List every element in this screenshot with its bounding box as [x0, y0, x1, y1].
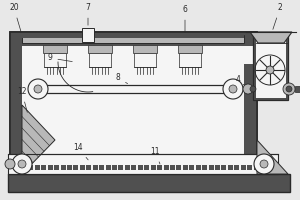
Bar: [28, 165, 33, 170]
Circle shape: [260, 160, 268, 168]
Bar: [43, 45, 67, 53]
Bar: [138, 165, 143, 170]
Bar: [247, 165, 252, 170]
Bar: [10, 164, 257, 174]
Bar: [234, 165, 239, 170]
Text: 20: 20: [9, 3, 21, 32]
Bar: [35, 165, 40, 170]
Circle shape: [254, 154, 274, 174]
Bar: [133, 45, 157, 53]
Bar: [131, 165, 136, 170]
Bar: [176, 165, 181, 170]
Text: 8: 8: [116, 73, 128, 84]
Bar: [61, 165, 66, 170]
Bar: [88, 45, 112, 53]
Bar: [228, 165, 233, 170]
Text: 7: 7: [85, 3, 90, 25]
Bar: [118, 165, 124, 170]
Bar: [151, 165, 156, 170]
Bar: [254, 165, 259, 170]
Bar: [178, 45, 202, 53]
Bar: [244, 64, 257, 174]
Bar: [196, 165, 201, 170]
Bar: [22, 35, 244, 43]
Bar: [22, 35, 244, 38]
Bar: [144, 165, 149, 170]
Bar: [164, 165, 169, 170]
Circle shape: [266, 66, 274, 74]
Text: 6: 6: [183, 5, 188, 32]
Bar: [241, 165, 246, 170]
Bar: [8, 174, 290, 192]
Bar: [112, 165, 117, 170]
Bar: [189, 165, 194, 170]
Circle shape: [18, 160, 26, 168]
Bar: [221, 165, 226, 170]
Bar: [74, 165, 79, 170]
Bar: [99, 165, 104, 170]
Bar: [260, 165, 265, 170]
Text: 14: 14: [73, 144, 88, 160]
Bar: [44, 53, 66, 67]
Polygon shape: [250, 32, 292, 43]
Bar: [106, 165, 111, 170]
Bar: [89, 53, 111, 67]
Circle shape: [250, 86, 256, 92]
Bar: [93, 165, 98, 170]
Bar: [8, 154, 278, 174]
Bar: [125, 165, 130, 170]
Bar: [80, 165, 85, 170]
Circle shape: [12, 154, 32, 174]
Bar: [253, 32, 288, 100]
Circle shape: [283, 83, 295, 95]
Bar: [215, 165, 220, 170]
Circle shape: [34, 85, 42, 93]
Text: 11: 11: [150, 148, 160, 164]
Bar: [202, 165, 207, 170]
Circle shape: [243, 84, 253, 94]
Bar: [10, 32, 257, 46]
Bar: [41, 165, 46, 170]
Bar: [54, 165, 59, 170]
Bar: [22, 165, 27, 170]
Bar: [67, 165, 72, 170]
Polygon shape: [257, 140, 288, 174]
Text: 4: 4: [236, 75, 244, 85]
Bar: [208, 165, 214, 170]
Bar: [179, 53, 201, 67]
Polygon shape: [22, 105, 55, 174]
Bar: [10, 32, 22, 174]
Bar: [134, 53, 156, 67]
Bar: [48, 165, 53, 170]
Bar: [86, 165, 91, 170]
Bar: [295, 86, 300, 92]
Circle shape: [223, 79, 243, 99]
Bar: [10, 32, 257, 174]
Circle shape: [5, 159, 15, 169]
Bar: [157, 165, 162, 170]
Text: 2: 2: [273, 3, 282, 29]
Bar: [82, 28, 94, 42]
Bar: [183, 165, 188, 170]
Bar: [255, 34, 286, 98]
Bar: [170, 165, 175, 170]
Circle shape: [229, 85, 237, 93]
Text: 9: 9: [48, 53, 72, 62]
Text: 12: 12: [17, 88, 27, 112]
Circle shape: [286, 86, 292, 92]
Bar: [10, 32, 257, 174]
Circle shape: [28, 79, 48, 99]
